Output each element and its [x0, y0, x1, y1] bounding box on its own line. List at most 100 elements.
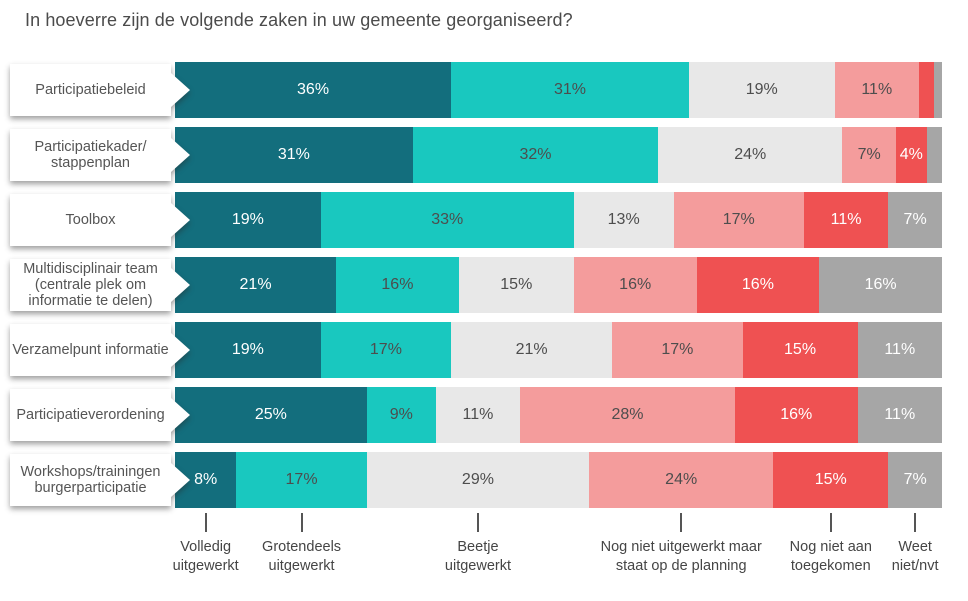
segment-value-label: 29% — [461, 471, 494, 488]
legend-tick — [204, 513, 207, 532]
legend-tick — [829, 513, 832, 532]
segment-value-label: 24% — [734, 146, 767, 163]
text-line: uitgewerkt — [268, 558, 335, 574]
bar-segment: 31% — [175, 127, 413, 183]
text-line: Volledig — [180, 539, 232, 555]
segment-value-label: 33% — [431, 211, 464, 228]
text-line: Workshops/trainingen — [20, 464, 161, 480]
legend-tick — [300, 513, 303, 532]
bar-segment: 16% — [734, 387, 858, 443]
bar-segment: 28% — [520, 387, 735, 443]
bar-segment: 32% — [412, 127, 659, 183]
bar-segment: 19% — [175, 192, 321, 248]
bar-segment: 7% — [888, 192, 942, 248]
category-label-text: Participatieverordening — [16, 407, 164, 423]
category-label: Toolbox — [10, 194, 171, 246]
stacked-bar: 19% 33% 13% 17% 11% 7% — [175, 192, 942, 248]
bar-row: Participatiebeleid 36% 31% 19% 11% — [0, 62, 968, 118]
bar-row: Verzamelpunt informatie 19% 17% 21% 17% 15% 11… — [0, 322, 968, 378]
segment-value-label: 21% — [239, 276, 272, 293]
segment-value-label: 4% — [899, 146, 923, 163]
text-line: Nog niet aan — [789, 539, 872, 555]
bar-segment: 33% — [320, 192, 574, 248]
stacked-bar: 21% 16% 15% 16% 16% 16% — [175, 257, 942, 313]
bar-segment: 11% — [834, 62, 919, 118]
bar-segment: 7% — [888, 452, 942, 508]
text-line: Participatiebeleid — [35, 82, 146, 98]
segment-value-label: 11% — [884, 341, 916, 358]
text-line: toegekomen — [790, 558, 871, 574]
category-label: Workshops/trainingen burgerparticipatie — [10, 454, 171, 506]
bar-segment: 17% — [673, 192, 804, 248]
segment-value-label: 16% — [619, 276, 652, 293]
segment-value-label: 25% — [254, 406, 287, 423]
stacked-bar: 25% 9% 11% 28% 16% 11% — [175, 387, 942, 443]
segment-value-label: 32% — [519, 146, 552, 163]
segment-value-label: 16% — [780, 406, 813, 423]
bar-segment: 4% — [895, 127, 927, 183]
category-label: Multidisciplinair team (centrale plek om i… — [10, 259, 171, 311]
segment-value-label: 7% — [903, 211, 927, 228]
segment-value-label: 15% — [814, 471, 847, 488]
bar-segment: 29% — [366, 452, 590, 508]
category-label-text: Verzamelpunt informatie — [12, 342, 168, 358]
bar-segment: 36% — [175, 62, 452, 118]
bar-segment: 15% — [773, 452, 889, 508]
category-label: Participatiekader/stappenplan — [10, 129, 171, 181]
bar-segment — [934, 62, 942, 118]
bar-row: Multidisciplinair team (centrale plek om i… — [0, 257, 968, 313]
legend-label: Volledig uitgewerkt — [111, 538, 301, 576]
category-label-text: Multidisciplinair team (centrale plek om i… — [23, 261, 158, 309]
stacked-bar: 36% 31% 19% 11% — [175, 62, 942, 118]
text-line: Nog niet uitgewerkt maar — [600, 539, 762, 555]
text-line: Grotendeels — [262, 539, 342, 555]
segment-value-label: 7% — [857, 146, 881, 163]
text-line: Verzamelpunt informatie — [12, 342, 169, 358]
category-label: Participatiebeleid — [10, 64, 171, 116]
legend-label: Nog niet aan toegekomen — [736, 538, 926, 576]
segment-value-label: 31% — [277, 146, 310, 163]
stacked-bar: 31% 32% 24% 7% 4% — [175, 127, 942, 183]
bar-segment — [918, 62, 935, 118]
bar-segment: 24% — [589, 452, 774, 508]
bar-segment: 21% — [175, 257, 337, 313]
segment-value-label: 17% — [285, 471, 318, 488]
text-line: uitgewerkt — [444, 558, 511, 574]
bar-segment: 7% — [842, 127, 896, 183]
bar-segment: 24% — [658, 127, 843, 183]
legend-label: Grotendeels uitgewerkt — [207, 538, 397, 576]
text-line: Toolbox — [65, 212, 116, 228]
bar-segment: 15% — [742, 322, 858, 378]
bar-segment: 16% — [573, 257, 697, 313]
segment-value-label: 17% — [722, 211, 755, 228]
category-label: Verzamelpunt informatie — [10, 324, 171, 376]
category-label: Participatieverordening — [10, 389, 171, 441]
segment-value-label: 11% — [861, 81, 893, 98]
bar-segment: 17% — [320, 322, 452, 378]
text-line: stappenplan — [50, 155, 130, 171]
bar-segment: 17% — [236, 452, 367, 508]
legend-tick — [914, 513, 917, 532]
bar-segment: 11% — [803, 192, 889, 248]
category-label-text: Workshops/trainingen burgerparticipatie — [21, 464, 161, 496]
legend-label: Beetje uitgewerkt — [383, 538, 573, 576]
bar-segment: 17% — [612, 322, 743, 378]
bar-segment — [926, 127, 942, 183]
chart-title: In hoeverre zijn de volgende zaken in uw… — [25, 10, 573, 30]
text-line: Participatiekader/ — [34, 139, 147, 155]
segment-value-label: 19% — [745, 81, 778, 98]
segment-value-label: 15% — [784, 341, 817, 358]
text-line: staat op de planning — [615, 558, 747, 574]
category-label-text: Participatiekader/stappenplan — [34, 139, 146, 171]
bar-segment: 11% — [857, 387, 942, 443]
bar-segment: 13% — [573, 192, 674, 248]
text-line: (centrale plek om — [34, 277, 147, 293]
segment-value-label: 24% — [665, 471, 698, 488]
text-line: uitgewerkt — [172, 558, 239, 574]
bar-segment: 11% — [435, 387, 521, 443]
legend-label: Weet niet/nvt — [820, 538, 968, 576]
text-line: Participatieverordening — [16, 407, 165, 423]
segment-value-label: 28% — [611, 406, 644, 423]
bar-segment: 16% — [336, 257, 459, 313]
